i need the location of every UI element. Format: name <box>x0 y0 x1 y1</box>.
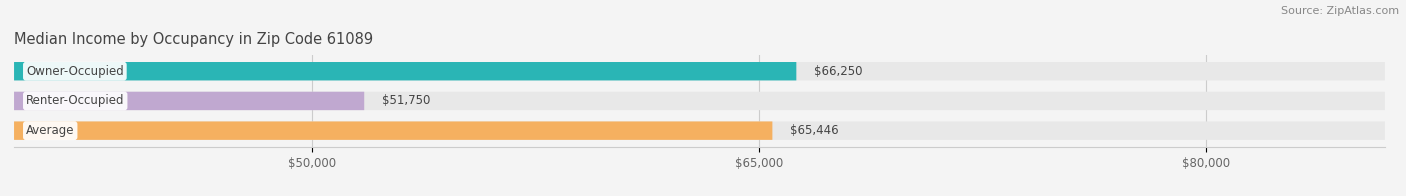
FancyBboxPatch shape <box>14 122 772 140</box>
FancyBboxPatch shape <box>14 122 1385 140</box>
FancyBboxPatch shape <box>14 62 1385 80</box>
Text: Source: ZipAtlas.com: Source: ZipAtlas.com <box>1281 6 1399 16</box>
FancyBboxPatch shape <box>14 92 1385 110</box>
Text: Renter-Occupied: Renter-Occupied <box>25 94 125 107</box>
Text: $65,446: $65,446 <box>790 124 839 137</box>
Text: Median Income by Occupancy in Zip Code 61089: Median Income by Occupancy in Zip Code 6… <box>14 32 373 47</box>
Text: $51,750: $51,750 <box>382 94 430 107</box>
Text: Owner-Occupied: Owner-Occupied <box>25 65 124 78</box>
FancyBboxPatch shape <box>14 62 796 80</box>
Text: Average: Average <box>25 124 75 137</box>
FancyBboxPatch shape <box>14 92 364 110</box>
Text: $66,250: $66,250 <box>814 65 863 78</box>
